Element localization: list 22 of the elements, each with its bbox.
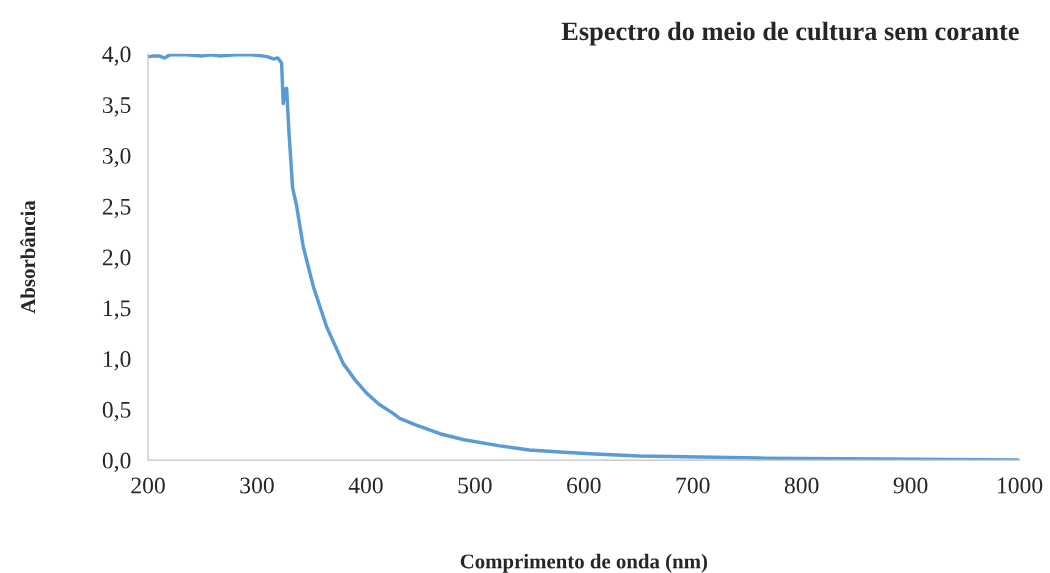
y-tick-label: 2,0 — [102, 249, 131, 269]
x-tick-label: 800 — [784, 477, 819, 494]
x-tick-label: 400 — [348, 477, 383, 494]
y-tick-label: 0,5 — [102, 401, 131, 422]
x-tick-label: 300 — [240, 477, 274, 494]
chart-title: Espectro do meio de cultura sem corante — [561, 21, 1019, 46]
y-axis-title: Absorbância — [20, 200, 36, 314]
y-tick-label: 1,0 — [103, 351, 131, 371]
y-tick-label: 1,5 — [103, 300, 131, 320]
y-tick-label: 2,5 — [102, 198, 131, 219]
y-tick-label: 3,0 — [103, 147, 131, 168]
x-tick-label: 600 — [567, 477, 601, 494]
x-tick-label: 200 — [131, 477, 165, 494]
x-tick-label: 500 — [458, 477, 492, 494]
y-tick-label: 0,0 — [102, 452, 131, 472]
y-tick-label: 4,0 — [102, 46, 131, 66]
x-tick-label: 1000 — [998, 477, 1043, 494]
x-tick-label: 700 — [676, 477, 710, 494]
y-tick-label: 3,5 — [103, 97, 131, 117]
line-series — [148, 53, 1020, 461]
x-axis-title: Comprimento de onda (nm) — [460, 553, 708, 573]
x-tick-label: 900 — [893, 477, 928, 494]
